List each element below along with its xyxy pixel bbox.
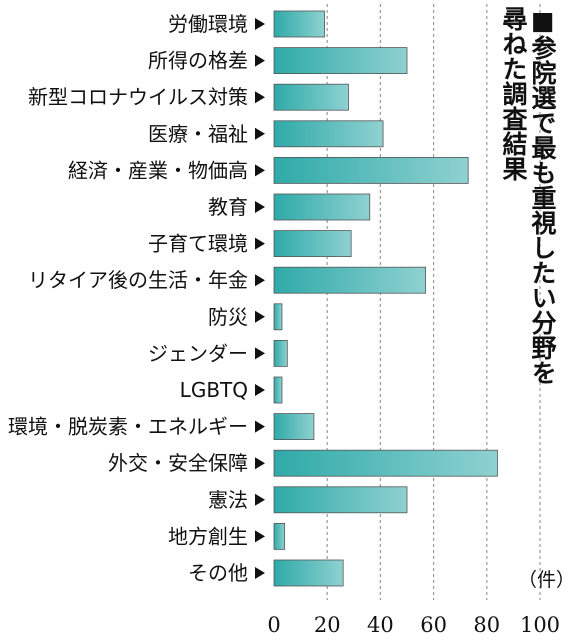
pointer-icon-5 xyxy=(255,201,265,213)
category-label-1: 所得の格差 xyxy=(148,49,248,73)
category-label-2: 新型コロナウイルス対策 xyxy=(28,85,248,109)
bar-10 xyxy=(273,376,283,404)
pointer-icon-0 xyxy=(255,18,265,30)
bar-11 xyxy=(273,413,315,441)
category-label-5: 教育 xyxy=(208,195,248,219)
bar-3 xyxy=(273,120,384,148)
x-tick-80: 80 xyxy=(473,613,500,637)
bars xyxy=(273,10,498,587)
bar-4 xyxy=(273,156,469,184)
category-label-4: 経済・産業・物価高 xyxy=(68,158,248,182)
pointer-icon-4 xyxy=(255,164,265,177)
bar-8 xyxy=(273,303,283,331)
bar-15 xyxy=(273,559,344,587)
category-label-8: 防災 xyxy=(208,305,248,329)
category-label-0: 労働環境 xyxy=(168,12,248,36)
pointer-icon-9 xyxy=(255,347,265,360)
category-label-6: 子育て環境 xyxy=(148,232,248,256)
bar-1 xyxy=(273,47,408,74)
category-label-7: リタイア後の生活・年金 xyxy=(28,268,248,292)
pointer-icon-7 xyxy=(255,274,265,287)
pointer-icon-3 xyxy=(255,127,265,140)
x-tick-labels: 0 20 40 60 80 100 xyxy=(267,613,560,637)
x-tick-40: 40 xyxy=(367,613,394,637)
bar-12 xyxy=(273,449,498,477)
pointer-icon-6 xyxy=(255,237,265,250)
bar-7 xyxy=(273,266,427,294)
pointer-icon-2 xyxy=(255,91,265,104)
bar-5 xyxy=(273,193,371,221)
x-tick-20: 20 xyxy=(314,613,341,637)
category-label-12: 外交・安全保障 xyxy=(108,451,248,475)
category-label-11: 環境・脱炭素・エネルギー xyxy=(8,415,248,439)
category-label-15: その他 xyxy=(188,561,248,585)
x-tick-100: 100 xyxy=(520,613,560,637)
bar-9 xyxy=(273,339,288,367)
unit-label: （件） xyxy=(518,569,568,591)
x-tick-0: 0 xyxy=(267,613,280,637)
pointer-icon-15 xyxy=(255,567,265,579)
x-tick-60: 60 xyxy=(420,613,447,637)
category-label-9: ジェンダー xyxy=(148,341,248,365)
category-label-3: 医療・福祉 xyxy=(148,122,248,146)
bar-6 xyxy=(273,230,352,258)
bar-0 xyxy=(273,10,325,38)
category-label-14: 地方創生 xyxy=(168,524,248,548)
pointer-icon-10 xyxy=(255,384,265,396)
category-label-10: LGBTQ xyxy=(180,378,248,402)
pointer-icon-11 xyxy=(255,420,265,433)
pointer-icon-13 xyxy=(255,493,265,506)
pointer-icon-8 xyxy=(255,310,265,323)
chart-title: ■参院選で最も重視したい分野を 尋ねた調査結果 xyxy=(499,6,557,551)
chart-title-line-1: ■参院選で最も重視したい分野を xyxy=(528,6,557,385)
category-labels: 労働環境所得の格差新型コロナウイルス対策医療・福祉経済・産業・物価高教育子育て環… xyxy=(8,12,265,585)
category-label-13: 憲法 xyxy=(208,488,248,512)
bar-13 xyxy=(273,486,408,514)
chart-title-line-2: 尋ねた調査結果 xyxy=(499,6,528,181)
pointer-icon-14 xyxy=(255,530,265,543)
bar-2 xyxy=(273,83,349,111)
pointer-icon-1 xyxy=(255,54,265,67)
pointer-icon-12 xyxy=(255,457,265,470)
bar-14 xyxy=(273,523,286,550)
